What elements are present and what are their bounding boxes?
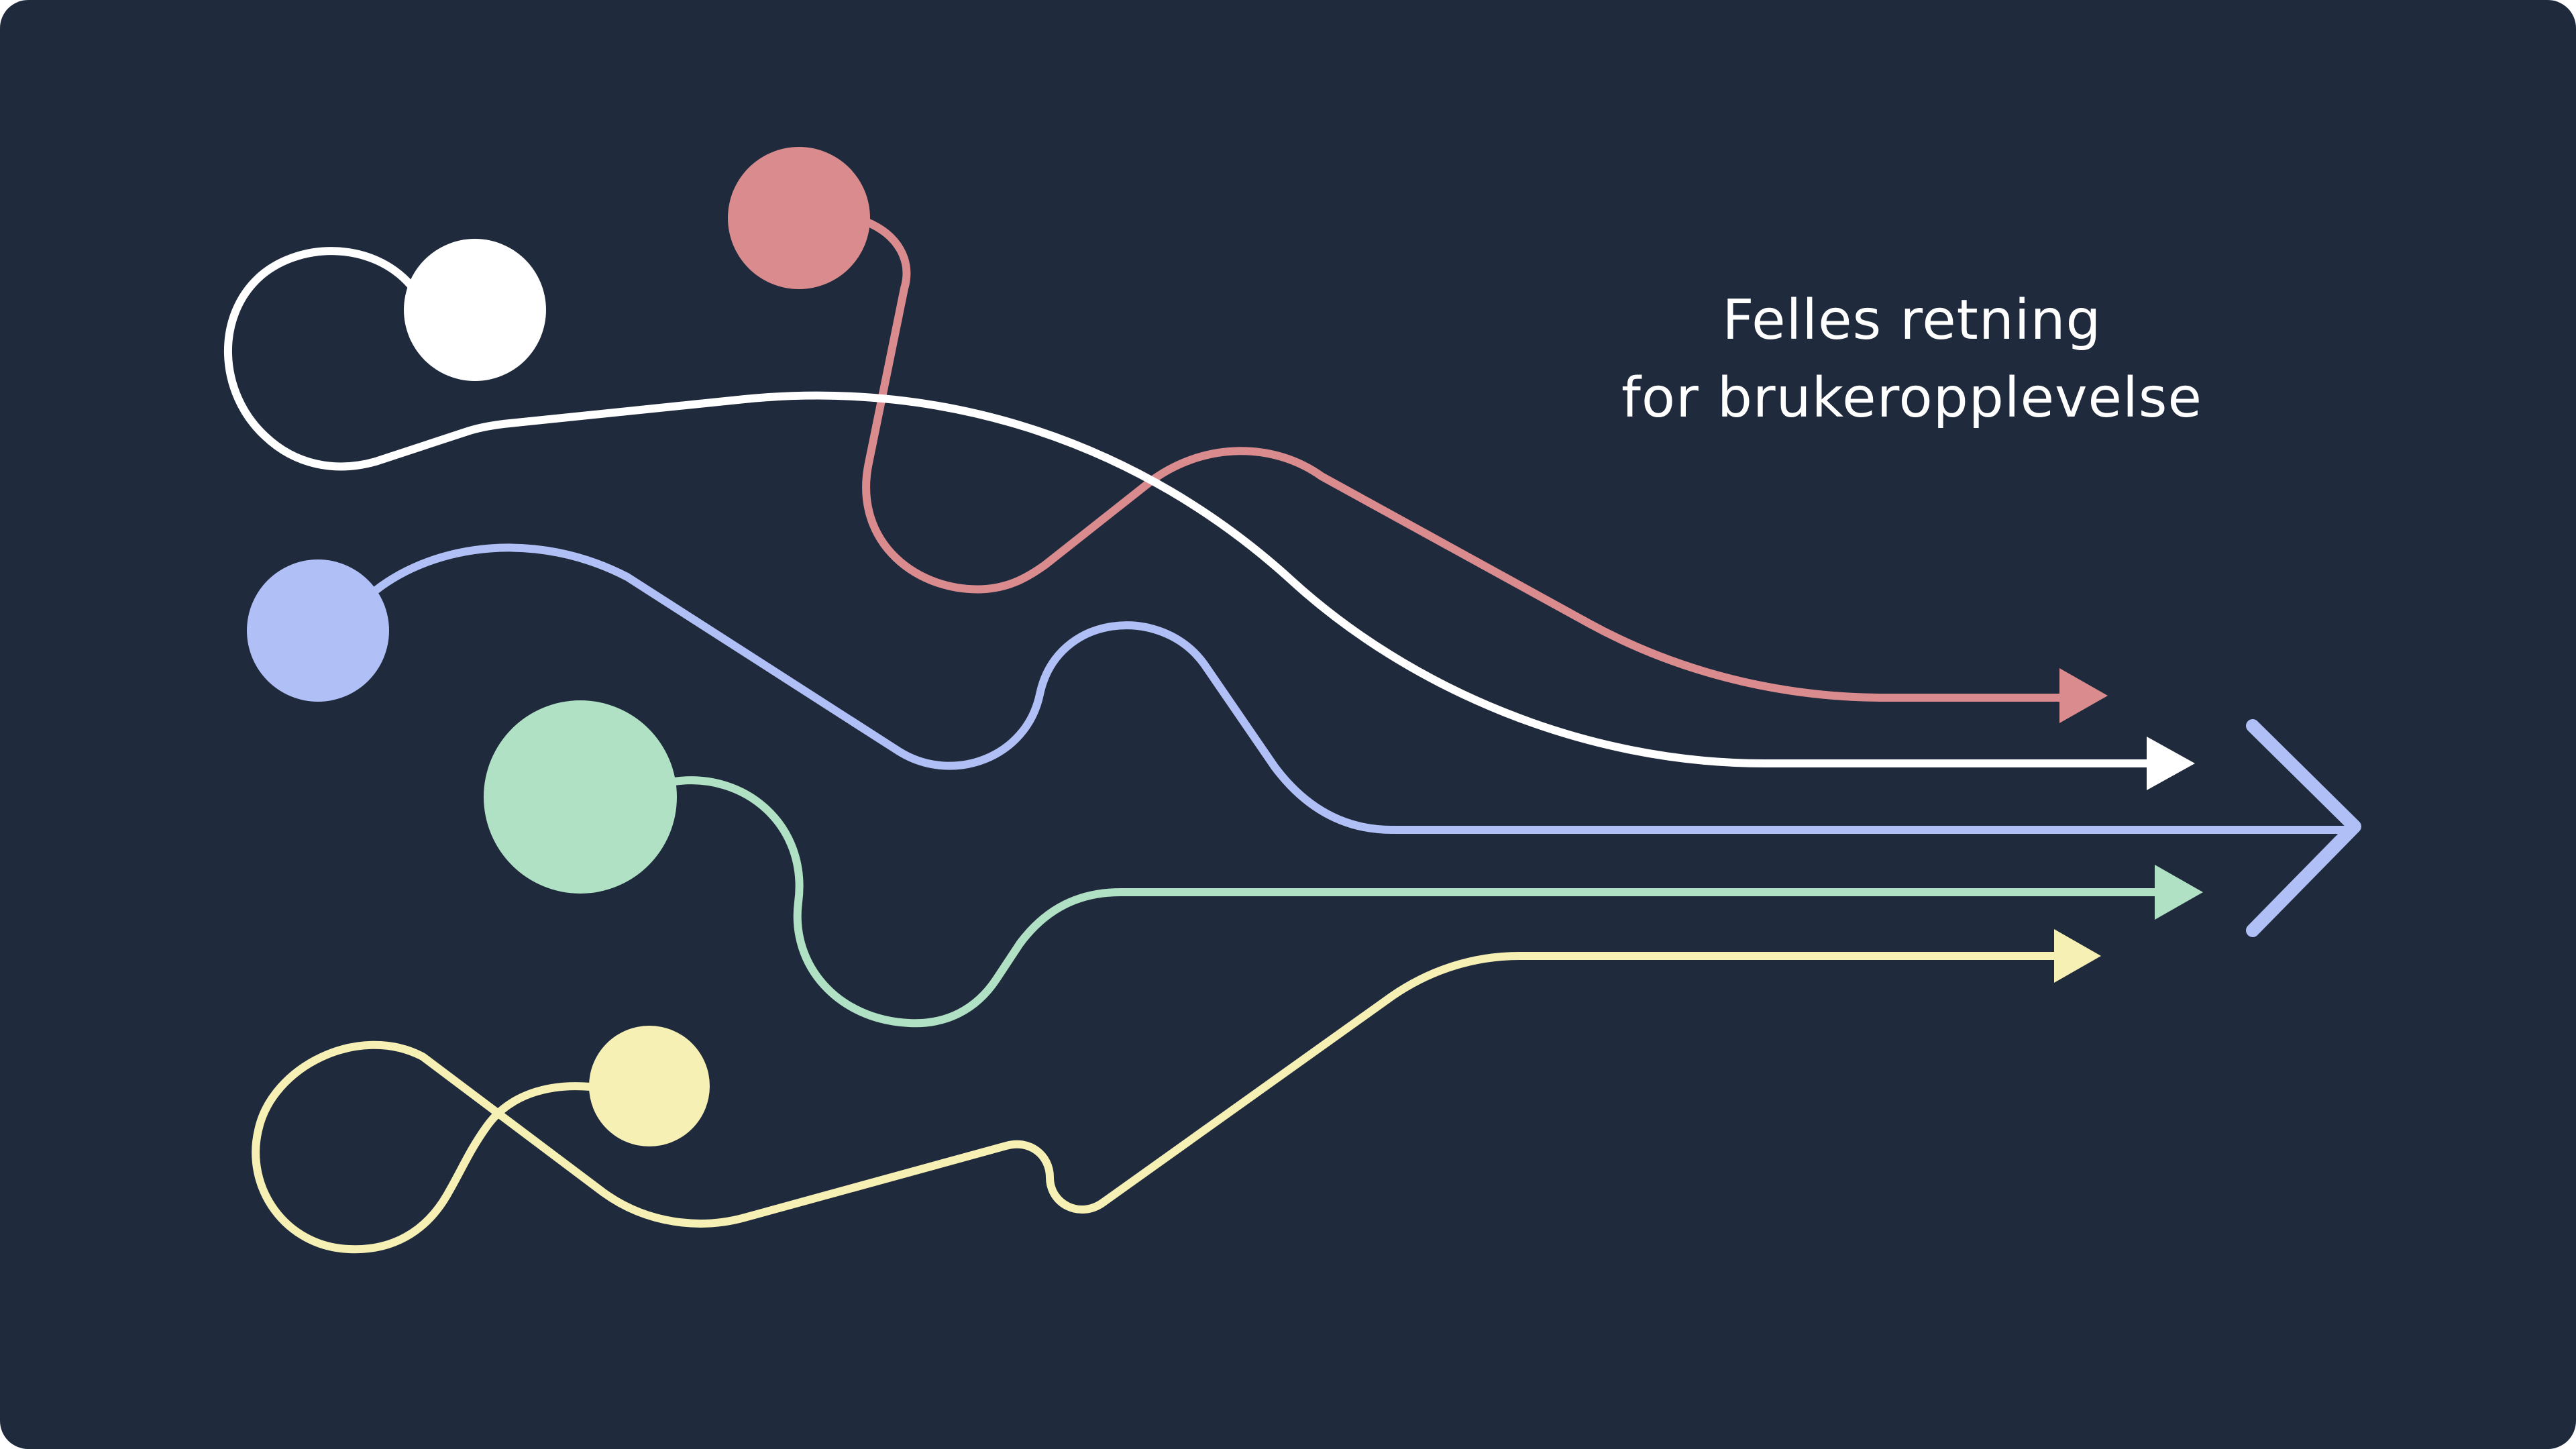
green-node [484,700,677,894]
heading-line-2: for brukeropplevelse [1621,366,2202,430]
yellow-line [252,952,2060,1254]
arrowhead-icon [2147,737,2195,790]
yellow-node [589,1026,710,1146]
arrowhead-icon [2155,865,2203,920]
white-path [224,239,2195,790]
green-line [670,776,2161,1028]
arrowhead-icon [2054,929,2101,983]
yellow-path [252,929,2101,1254]
blue-line [372,543,2355,834]
red-path [728,147,2108,723]
blue-path [247,543,2361,937]
heading-line-1: Felles retning [1722,288,2102,352]
heading: Felles retning for brukeropplevelse [1543,282,2281,437]
white-node [404,239,546,381]
red-line [861,217,2067,702]
green-path [484,700,2203,1028]
arrowhead-icon [2059,668,2108,723]
white-line [224,247,2151,767]
chevron-right-icon [2246,719,2361,937]
blue-node [247,559,389,702]
red-node [728,147,870,289]
